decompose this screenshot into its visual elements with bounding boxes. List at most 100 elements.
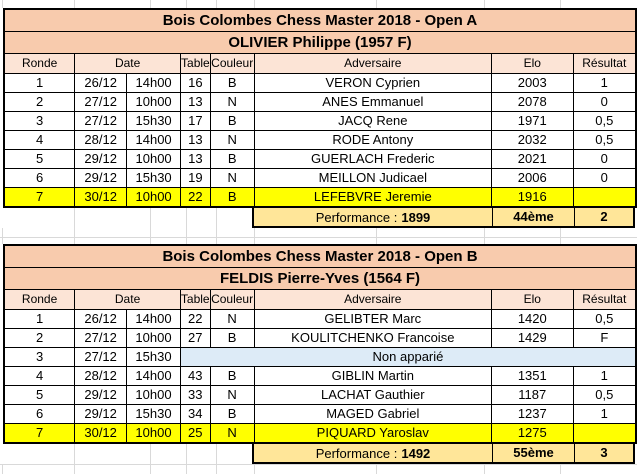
cell-date[interactable]: 27/12	[74, 111, 128, 131]
cell-ronde[interactable]: 4	[3, 366, 76, 386]
cell-resultat[interactable]: 1	[572, 404, 637, 424]
cell-couleur[interactable]: B	[209, 187, 255, 208]
col-header-ronde[interactable]: Ronde	[3, 53, 76, 74]
cell-elo[interactable]: 1237	[491, 404, 574, 424]
cell-couleur[interactable]: B	[209, 366, 255, 386]
cell-date[interactable]: 28/12	[74, 130, 128, 150]
cell-ronde[interactable]: 5	[3, 149, 76, 169]
cell-time[interactable]: 15h30	[126, 111, 182, 131]
cell-elo[interactable]: 1187	[491, 385, 574, 405]
player-name[interactable]: FELDIS Pierre-Yves (1564 F)	[3, 267, 637, 290]
cell-time[interactable]: 10h00	[126, 385, 181, 405]
col-header-couleur[interactable]: Couleur	[209, 289, 255, 310]
cell-adversaire[interactable]: VERON Cyprien	[253, 73, 492, 93]
cell-time[interactable]: 10h00	[126, 187, 182, 208]
col-header-resultat[interactable]: Résultat	[572, 289, 637, 310]
cell-ronde[interactable]: 7	[3, 423, 76, 444]
cell-time[interactable]: 15h30	[126, 404, 181, 424]
cell-resultat[interactable]: 0,5	[572, 309, 637, 329]
cell-table[interactable]: 34	[179, 404, 211, 424]
cell-couleur[interactable]: N	[209, 309, 255, 329]
cell-couleur[interactable]: N	[209, 385, 255, 405]
col-header-table[interactable]: Table	[180, 53, 211, 74]
cell-elo[interactable]: 2021	[490, 149, 574, 169]
performance-cell[interactable]: Performance : 1899	[254, 208, 493, 226]
cell-date[interactable]: 30/12	[74, 423, 128, 444]
cell-ronde[interactable]: 3	[3, 347, 76, 367]
cell-adversaire[interactable]: LEFEBVRE Jeremie	[253, 187, 492, 208]
rank-cell[interactable]: 44ème	[493, 208, 575, 226]
cell-couleur[interactable]: B	[209, 73, 255, 93]
cell-couleur[interactable]: N	[209, 168, 255, 188]
col-header-table[interactable]: Table	[179, 289, 211, 310]
cell-table[interactable]: 22	[179, 309, 211, 329]
cell-resultat[interactable]: F	[572, 328, 637, 348]
cell-resultat[interactable]: 0	[572, 149, 637, 169]
performance-cell[interactable]: Performance : 1492	[254, 444, 493, 462]
cell-resultat[interactable]: 1	[572, 366, 637, 386]
cell-date[interactable]: 28/12	[74, 366, 128, 386]
cell-time[interactable]: 10h00	[126, 92, 182, 112]
cell-ronde[interactable]: 2	[3, 328, 76, 348]
cell-resultat[interactable]	[572, 423, 637, 444]
points-cell[interactable]: 2	[600, 209, 608, 224]
cell-ronde[interactable]: 7	[3, 187, 76, 208]
cell-resultat[interactable]: 0,5	[572, 130, 637, 150]
cell-elo[interactable]: 1275	[491, 423, 574, 444]
cell-time[interactable]: 10h00	[126, 149, 182, 169]
cell-table[interactable]: 22	[180, 187, 211, 208]
col-header-resultat[interactable]: Résultat	[572, 53, 637, 74]
cell-ronde[interactable]: 5	[3, 385, 76, 405]
cell-couleur[interactable]: N	[209, 130, 255, 150]
cell-couleur[interactable]: N	[209, 92, 255, 112]
cell-elo[interactable]: 1429	[491, 328, 574, 348]
cell-adversaire[interactable]: MAGED Gabriel	[253, 404, 493, 424]
cell-date[interactable]: 29/12	[74, 149, 128, 169]
cell-table[interactable]: 19	[180, 168, 211, 188]
cell-couleur[interactable]: N	[209, 423, 255, 444]
cell-couleur[interactable]: B	[209, 328, 255, 348]
cell-adversaire[interactable]: KOULITCHENKO Francoise	[253, 328, 493, 348]
cell-ronde[interactable]: 6	[3, 168, 76, 188]
cell-elo[interactable]: 2032	[490, 130, 574, 150]
cell-time[interactable]: 14h00	[126, 366, 181, 386]
cell-couleur[interactable]: B	[209, 404, 255, 424]
col-header-adversaire[interactable]: Adversaire	[253, 289, 493, 310]
cell-adversaire[interactable]: LACHAT Gauthier	[253, 385, 493, 405]
cell-elo[interactable]: 2006	[490, 168, 574, 188]
cell-table[interactable]: 43	[179, 366, 211, 386]
cell-couleur[interactable]: B	[209, 149, 255, 169]
rank-cell[interactable]: 55ème	[493, 444, 575, 462]
col-header-date[interactable]: Date	[74, 53, 182, 74]
cell-ronde[interactable]: 3	[3, 111, 76, 131]
cell-elo[interactable]: 1420	[491, 309, 574, 329]
cell-ronde[interactable]: 1	[3, 309, 76, 329]
col-header-elo[interactable]: Elo	[490, 53, 574, 74]
cell-date[interactable]: 26/12	[74, 73, 128, 93]
cell-ronde[interactable]: 4	[3, 130, 76, 150]
cell-date[interactable]: 29/12	[74, 168, 128, 188]
cell-time[interactable]: 15h30	[126, 347, 181, 367]
player-name[interactable]: OLIVIER Philippe (1957 F)	[3, 31, 637, 54]
cell-table[interactable]: 16	[180, 73, 211, 93]
cell-ronde[interactable]: 6	[3, 404, 76, 424]
cell-table[interactable]: 25	[179, 423, 211, 444]
table-title[interactable]: Bois Colombes Chess Master 2018 - Open A	[3, 8, 637, 32]
col-header-couleur[interactable]: Couleur	[209, 53, 255, 74]
cell-resultat[interactable]: 0	[572, 92, 637, 112]
cell-time[interactable]: 14h00	[126, 73, 182, 93]
cell-time[interactable]: 10h00	[126, 328, 181, 348]
cell-adversaire[interactable]: PIQUARD Yaroslav	[253, 423, 493, 444]
cell-adversaire[interactable]: GUERLACH Frederic	[253, 149, 492, 169]
cell-time[interactable]: 14h00	[126, 309, 181, 329]
cell-ronde[interactable]: 1	[3, 73, 76, 93]
cell-adversaire[interactable]: RODE Antony	[253, 130, 492, 150]
cell-table[interactable]: 13	[180, 92, 211, 112]
cell-elo[interactable]: 2003	[490, 73, 574, 93]
cell-time[interactable]: 15h30	[126, 168, 182, 188]
col-header-ronde[interactable]: Ronde	[3, 289, 76, 310]
cell-resultat[interactable]: 0,5	[572, 111, 637, 131]
cell-date[interactable]: 26/12	[74, 309, 128, 329]
cell-date[interactable]: 27/12	[74, 92, 128, 112]
cell-table[interactable]: 13	[180, 149, 211, 169]
